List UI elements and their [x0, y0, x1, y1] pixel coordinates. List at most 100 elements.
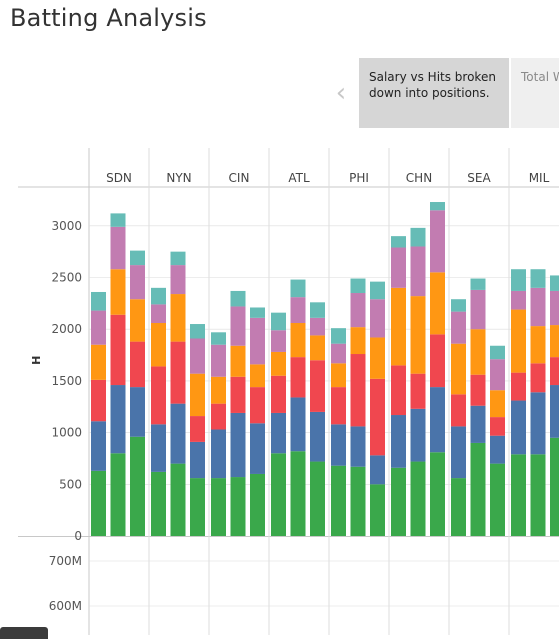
bar-segment [290, 322, 306, 358]
bar-segment [470, 289, 486, 330]
bar-segment [271, 351, 286, 376]
story-point-salary-vs-hits[interactable]: Salary vs Hits broken down into position… [359, 58, 509, 128]
bar-segment [391, 236, 406, 248]
bar-segment [530, 287, 546, 327]
bar-segment [490, 359, 505, 391]
bar-segment [211, 403, 226, 430]
bar-segment [530, 363, 546, 393]
bar-segment [391, 247, 406, 288]
bar-segment [290, 297, 306, 323]
team-header-label: SEA [467, 171, 491, 185]
bar-segment [151, 287, 166, 305]
bar-segment [110, 453, 126, 536]
y-tick-label: 1500 [51, 374, 82, 388]
bar-segment [151, 471, 166, 536]
bar-segment [151, 304, 166, 323]
y-tick-label: 500 [59, 477, 82, 491]
bar-segment [511, 400, 526, 455]
bar-segment [130, 250, 145, 266]
bar-segment [410, 227, 426, 247]
bar-segment [310, 411, 325, 462]
bar-segment [470, 278, 486, 290]
chevron-left-icon[interactable]: ‹ [335, 78, 347, 108]
bar-segment [410, 296, 426, 374]
team-header-label: ATL [288, 171, 310, 185]
bar-segment [451, 299, 466, 312]
bar-segment [430, 202, 445, 211]
bar-segment [110, 385, 126, 454]
bar-segment [110, 213, 126, 227]
bar-segment [391, 415, 406, 468]
bar-segment [430, 387, 445, 453]
bar-segment [370, 378, 385, 456]
bar-segment [490, 435, 505, 464]
page-title: Batting Analysis [10, 4, 207, 32]
bar-segment [91, 291, 106, 311]
bar-segment [310, 360, 325, 412]
bar-segment [331, 424, 346, 466]
bar-segment [271, 412, 286, 454]
bar-segment [190, 441, 205, 479]
bar-segment [530, 454, 546, 536]
bar-segment [190, 416, 205, 442]
bar-segment [370, 337, 385, 379]
sheet-tab[interactable] [0, 627, 48, 639]
salary-tick-label: 600M [49, 599, 82, 613]
bar-segment [290, 397, 306, 452]
bar-segment [550, 325, 559, 358]
bar-segment [331, 387, 346, 425]
y-tick-label: 1000 [51, 426, 82, 440]
bar-segment [451, 394, 466, 427]
bar-segment [331, 363, 346, 388]
y-tick-label: 3000 [51, 219, 82, 233]
bar-segment [430, 452, 445, 536]
bar-segment [230, 345, 246, 377]
bar-segment [430, 210, 445, 273]
bar-segment [391, 467, 406, 536]
bar-segment [230, 376, 246, 413]
bar-segment [170, 265, 186, 295]
bar-segment [190, 373, 205, 417]
bar-segment [451, 478, 466, 536]
bar-segment [310, 335, 325, 361]
bar-segment [170, 341, 186, 404]
story-point-total[interactable]: Total W 2016 [511, 58, 559, 128]
story-point-label: Salary vs Hits broken down into position… [369, 70, 496, 100]
bar-segment [170, 294, 186, 342]
bar-segment [271, 375, 286, 413]
bar-segment [470, 374, 486, 406]
bar-segment [91, 344, 106, 380]
bar-segment [350, 278, 366, 294]
bar-segment [451, 426, 466, 479]
bar-segment [470, 405, 486, 443]
bar-segment [170, 403, 186, 464]
bar-segment [250, 364, 265, 388]
bar-segment [550, 385, 559, 438]
bar-segment [410, 461, 426, 536]
bar-segment [370, 484, 385, 536]
bar-segment [250, 423, 265, 474]
bar-segment [211, 478, 226, 536]
bar-segment [490, 345, 505, 360]
bar-segment [211, 429, 226, 479]
bar-segment [290, 451, 306, 536]
bar-segment [91, 470, 106, 536]
bar-segment [331, 343, 346, 364]
story-point-label: Total W 2016 [521, 70, 559, 84]
bar-segment [130, 436, 145, 536]
bar-segment [331, 328, 346, 344]
bar-segment [130, 341, 145, 388]
hits-by-team-chart: 0 500 1000 1500 2000 2500 3000 H SDN NYN CIN ATL PHI… [18, 148, 559, 635]
bar-segment [451, 343, 466, 395]
bar-segment [490, 390, 505, 418]
bar-segment [550, 290, 559, 326]
bar-segment [350, 293, 366, 328]
bar-segment [511, 269, 526, 291]
bar-segment [190, 478, 205, 536]
bar-segment [230, 290, 246, 307]
team-header-label: SDN [106, 171, 132, 185]
bar-segment [230, 477, 246, 536]
bar-segment [350, 354, 366, 427]
bar-segment [331, 465, 346, 536]
bar-segment [370, 299, 385, 338]
